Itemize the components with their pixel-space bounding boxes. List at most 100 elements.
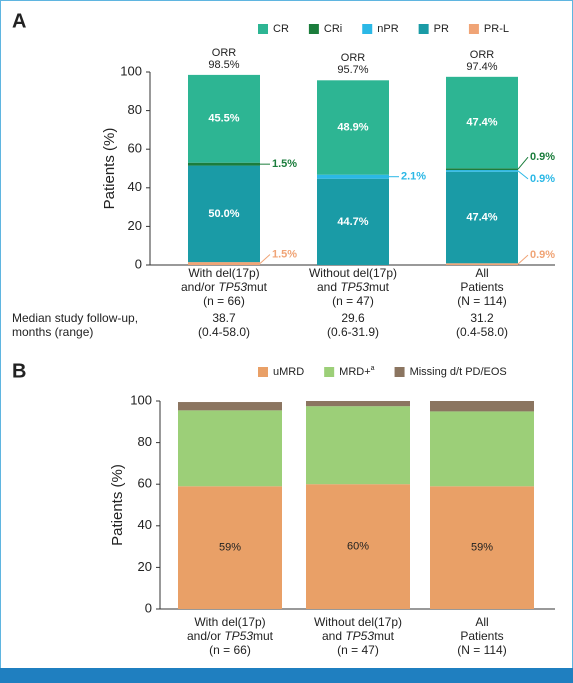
x-tick-label: Without del(17p) — [309, 266, 397, 280]
value-label: 59% — [471, 542, 493, 554]
legend-text: PR-L — [484, 23, 509, 35]
legend-swatch — [308, 24, 319, 34]
x-tick-label-part: Without del(17p) — [309, 266, 397, 280]
x-tick-label-part: (n = 66) — [203, 294, 245, 308]
x-tick-label-part: (n = 47) — [337, 643, 379, 657]
value-label: 1.5% — [272, 248, 297, 260]
y-tick-label: 40 — [138, 517, 152, 532]
bar-segment — [306, 401, 410, 407]
bar-segment — [317, 80, 389, 175]
bar-segment — [188, 74, 260, 163]
y-tick-label: 0 — [135, 256, 142, 271]
x-tick-label: and/or TP53mut — [181, 280, 268, 294]
y-axis-title: Patients (%) — [101, 128, 118, 210]
leader-line — [517, 170, 529, 180]
y-tick-label: 100 — [130, 392, 152, 407]
bar-segment — [178, 402, 282, 411]
legend-text: MRD+ — [339, 366, 370, 378]
y-axis-title: Patients (%) — [109, 464, 126, 546]
value-label: 45.5% — [208, 113, 239, 125]
x-tick-label: (N = 114) — [457, 294, 506, 308]
legend-swatch — [394, 367, 405, 377]
followup-range: (0.4-58.0) — [456, 325, 508, 339]
bar-segment — [317, 178, 389, 265]
value-label: 47.4% — [466, 211, 497, 223]
x-tick-label-part: and — [322, 629, 345, 643]
bar-segment — [178, 486, 282, 609]
x-tick-label-part: (n = 47) — [332, 294, 374, 308]
x-tick-label-part: Patients — [460, 280, 503, 294]
bar-segment — [430, 411, 534, 487]
y-tick-label: 80 — [138, 434, 152, 449]
followup-range: (0.6-31.9) — [327, 325, 379, 339]
legend-swatch — [468, 24, 479, 34]
x-tick-label-part: mut — [374, 629, 395, 643]
value-label: 0.9% — [530, 173, 555, 185]
bar-segment — [446, 171, 518, 264]
bar-segment — [430, 401, 534, 412]
x-tick-label-part: (N = 114) — [457, 643, 506, 657]
x-tick-label: All — [475, 615, 488, 629]
legend-label: nPR — [377, 23, 398, 35]
followup-median: 29.6 — [341, 311, 365, 325]
legend-superscript: a — [371, 365, 375, 372]
x-tick-label: (n = 66) — [209, 643, 251, 657]
x-tick-label-part: Without del(17p) — [314, 615, 402, 629]
x-tick-label-part: With del(17p) — [188, 266, 259, 280]
orr-value: 98.5% — [208, 59, 239, 71]
y-tick-label: 100 — [120, 63, 142, 78]
x-tick-label-part: and/or — [187, 629, 224, 643]
x-tick-label-part: and — [317, 280, 340, 294]
y-tick-label: 20 — [138, 559, 152, 574]
x-tick-label-part: and/or — [181, 280, 218, 294]
value-label: 47.4% — [466, 116, 497, 128]
followup-median: 31.2 — [470, 311, 494, 325]
x-tick-label-part: TP53 — [345, 629, 374, 643]
legend-swatch — [362, 24, 373, 34]
legend-swatch — [258, 367, 268, 377]
x-tick-label: (N = 114) — [457, 643, 506, 657]
bar-segment — [306, 406, 410, 485]
y-tick-label: 80 — [128, 102, 142, 117]
legend-text: CR — [273, 23, 289, 35]
legend-swatch — [258, 24, 268, 34]
x-tick-label-part: All — [475, 266, 488, 280]
x-tick-label-part: TP53 — [224, 629, 253, 643]
value-label: 59% — [219, 542, 241, 554]
value-label: 60% — [347, 541, 369, 553]
orr-label: ORR — [341, 52, 366, 64]
followup-range: (0.4-58.0) — [198, 325, 250, 339]
value-label: 0.9% — [530, 249, 555, 261]
x-tick-label-part: All — [475, 615, 488, 629]
legend-label: MRD+a — [339, 365, 374, 378]
x-tick-label: All — [475, 266, 488, 280]
orr-label: ORR — [212, 47, 237, 59]
leader-line — [259, 254, 271, 264]
followup-label: Median study follow-up, — [12, 311, 138, 325]
legend-text: CRi — [324, 23, 342, 35]
legend-text: Missing d/t PD/EOS — [410, 366, 507, 378]
bar-segment — [446, 263, 518, 265]
footer-band — [0, 668, 573, 683]
orr-label: ORR — [470, 49, 495, 61]
x-tick-label: Without del(17p) — [314, 615, 402, 629]
value-label: 2.1% — [401, 171, 426, 183]
legend-label: Missing d/t PD/EOS — [410, 366, 507, 378]
y-tick-label: 0 — [145, 600, 152, 615]
y-tick-label: 60 — [138, 476, 152, 491]
value-label: 1.5% — [272, 158, 297, 170]
legend-swatch — [418, 24, 429, 34]
legend-text: PR — [434, 23, 449, 35]
legend-swatch — [324, 367, 335, 377]
x-tick-label: (n = 47) — [337, 643, 379, 657]
y-tick-label: 60 — [128, 141, 142, 156]
x-tick-label: Patients — [460, 280, 503, 294]
x-tick-label-part: mut — [369, 280, 390, 294]
x-tick-label-part: (n = 66) — [209, 643, 251, 657]
legend-label: PR — [434, 23, 449, 35]
y-tick-label: 40 — [128, 179, 142, 194]
x-tick-label: Patients — [460, 629, 503, 643]
bar-segment — [188, 165, 260, 263]
x-tick-label-part: Patients — [460, 629, 503, 643]
